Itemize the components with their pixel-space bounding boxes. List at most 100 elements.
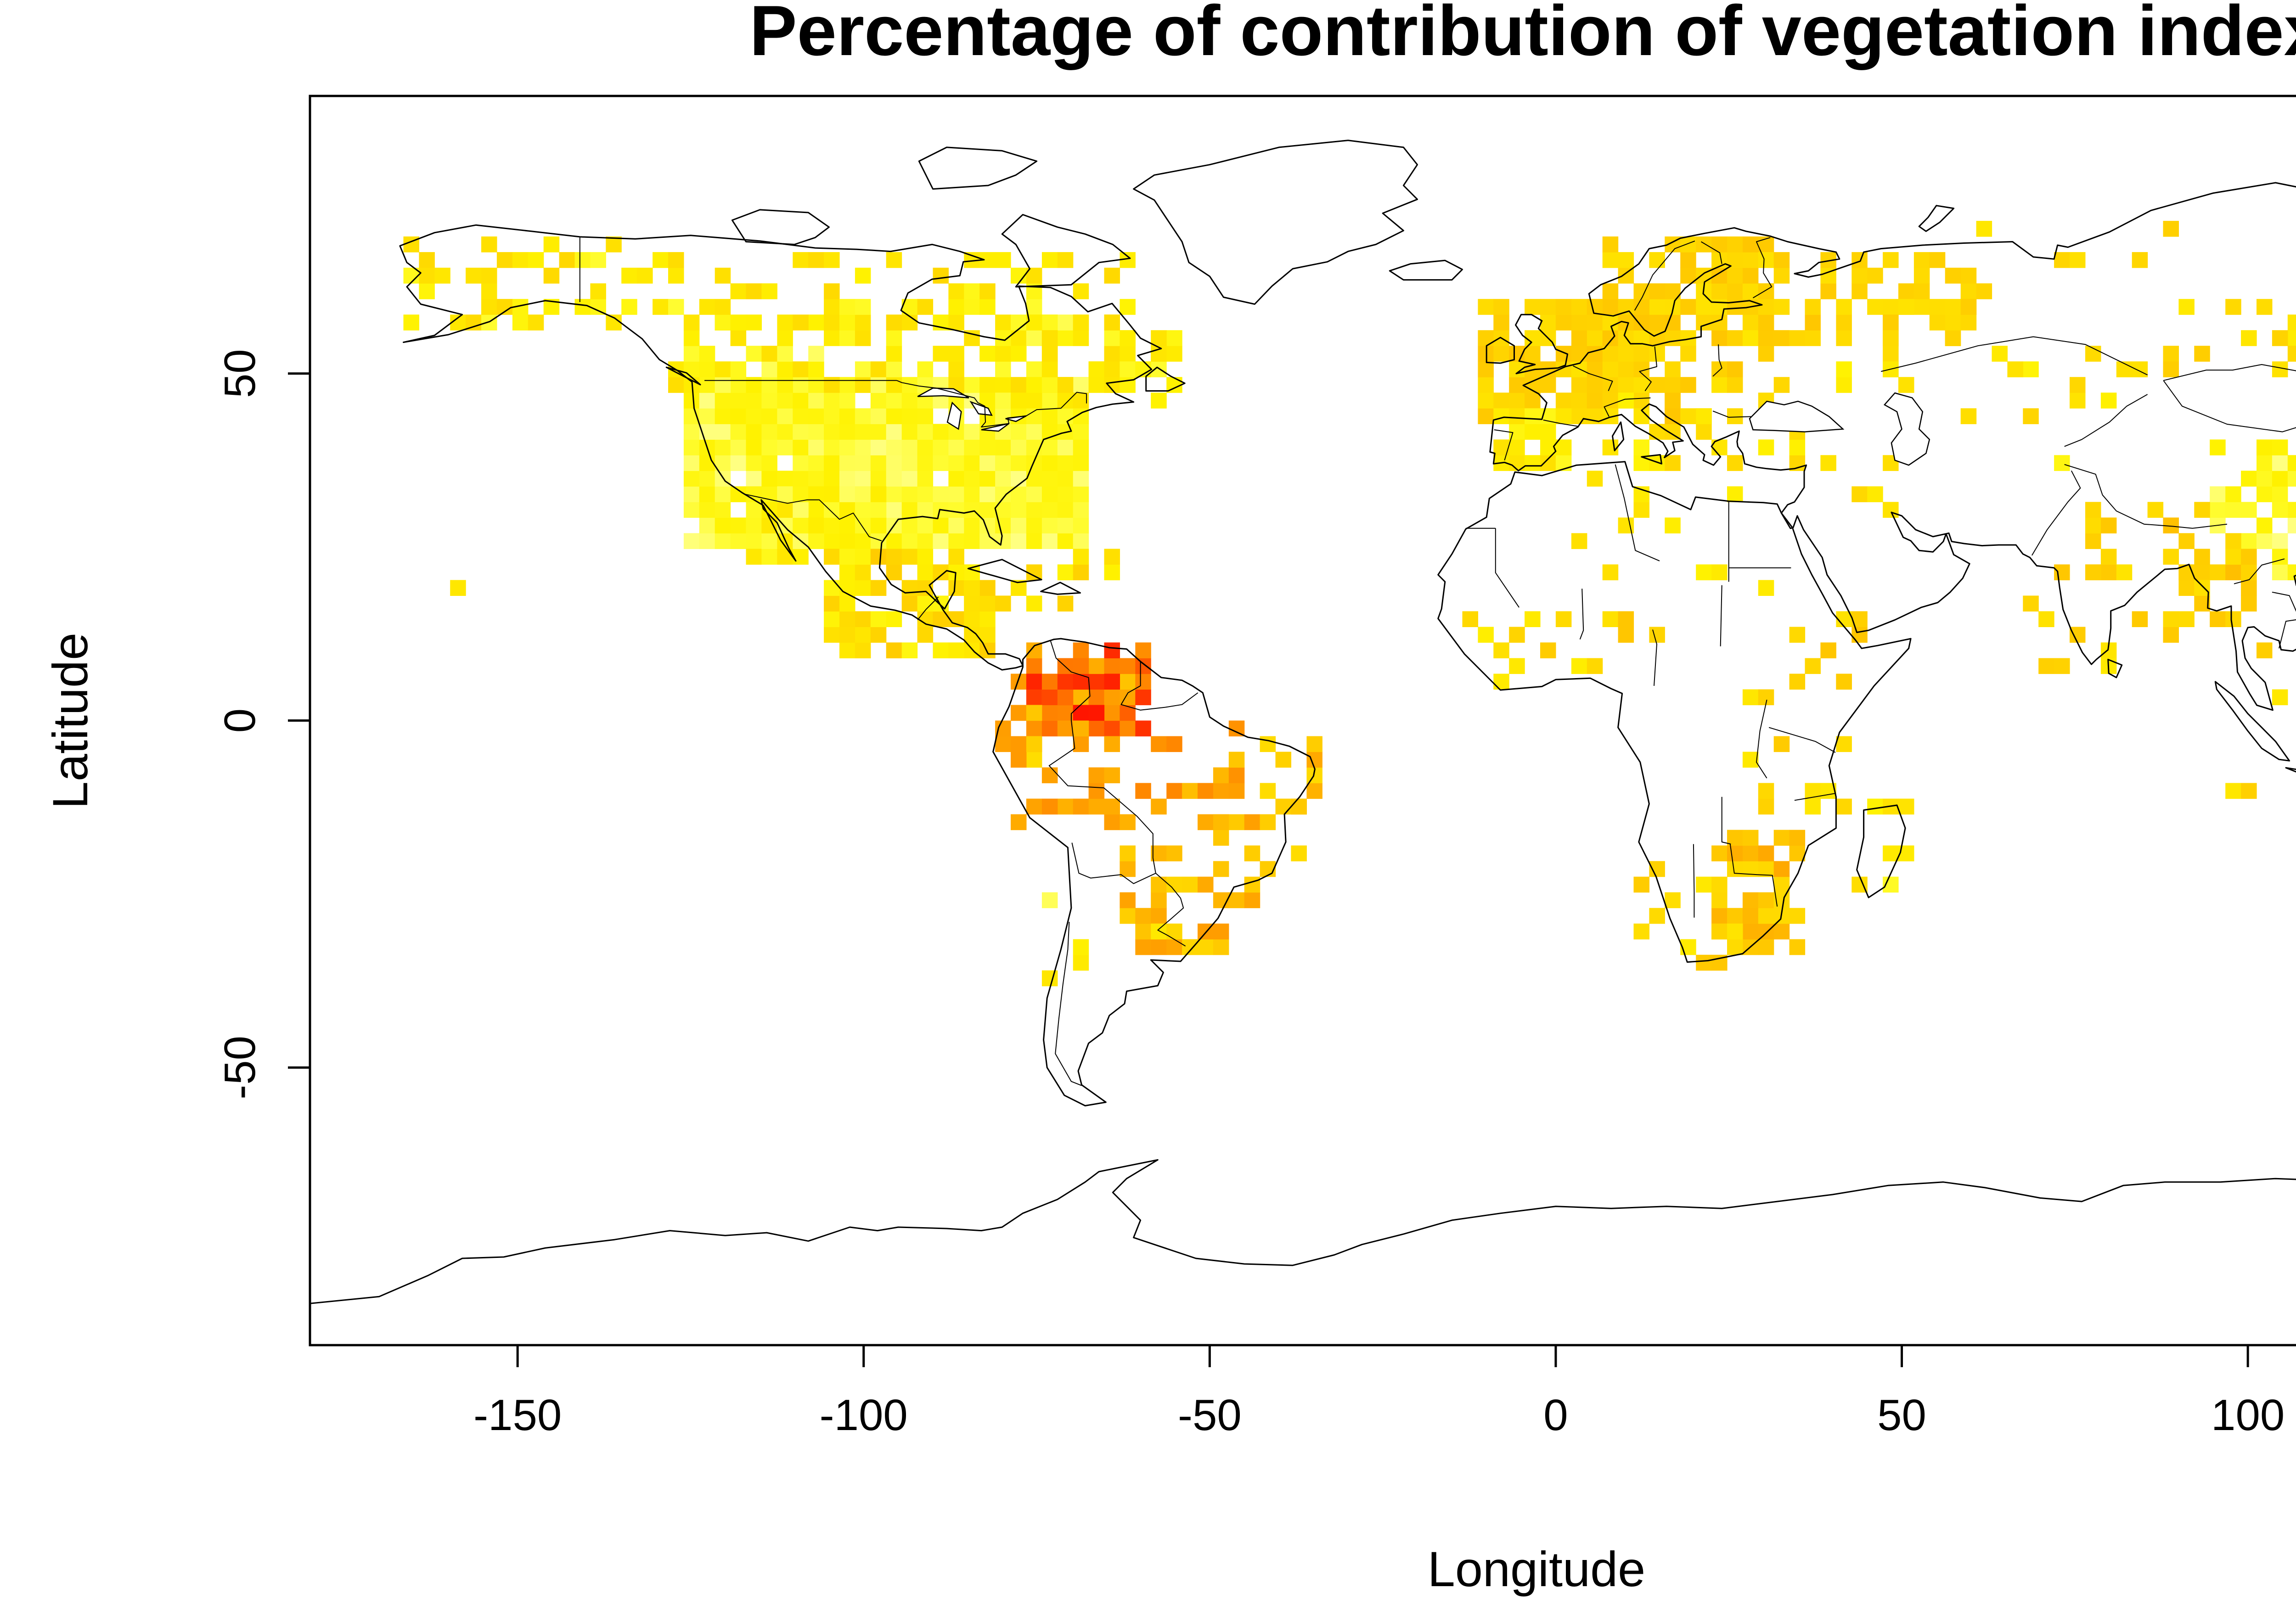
heat-cell [1213, 861, 1229, 877]
heat-cell [1120, 658, 1136, 674]
heat-cell [808, 517, 824, 533]
heat-cell [699, 502, 715, 518]
heat-cell [699, 346, 715, 362]
heat-cell [1742, 923, 1759, 940]
coastline [665, 366, 701, 386]
heat-cell [1525, 408, 1541, 424]
heat-cell [1727, 923, 1743, 940]
heat-cell [948, 502, 964, 518]
heat-cell [855, 361, 871, 377]
heat-cell [839, 533, 855, 549]
heat-cell [668, 377, 684, 393]
heat-cell [1057, 564, 1074, 580]
heat-cell [995, 377, 1011, 393]
heat-cell [668, 268, 684, 284]
heat-cell [1244, 845, 1261, 862]
heat-cell [419, 252, 435, 268]
heat-cell [1680, 377, 1696, 393]
country-border [2064, 394, 2148, 447]
heat-cell [1758, 439, 1774, 455]
heat-cell [1960, 314, 1977, 331]
heat-cell [1555, 299, 1572, 315]
heat-cell [1041, 361, 1058, 377]
heat-cell [933, 424, 949, 440]
heat-cell [1244, 892, 1261, 909]
heat-cell [2241, 533, 2257, 549]
heat-cell [730, 517, 747, 533]
heat-cell [2194, 549, 2210, 565]
coastline [1145, 366, 1186, 392]
heat-cell [1525, 393, 1541, 409]
heat-cell [1260, 783, 1276, 799]
heat-cell [901, 595, 918, 612]
heat-cell [1104, 314, 1120, 331]
heat-cell [995, 595, 1011, 612]
heat-cell [1057, 595, 1074, 612]
heat-cell [1120, 814, 1136, 830]
heat-cell [1727, 908, 1743, 924]
heat-cell [1478, 627, 1494, 643]
heat-cell [1088, 705, 1105, 721]
heat-cell [1057, 252, 1074, 268]
heat-cell [761, 346, 777, 362]
heat-cell [793, 455, 809, 471]
country-border [1604, 397, 1651, 417]
heat-cell [1883, 330, 1899, 346]
heat-cell [496, 252, 513, 268]
heat-cell [948, 439, 964, 455]
heat-cell [1665, 377, 1681, 393]
heat-cell [1571, 393, 1587, 409]
country-border [917, 596, 939, 620]
heat-cell [995, 361, 1011, 377]
heat-cell [886, 330, 902, 346]
heat-cell [1182, 876, 1198, 893]
heat-cell [1727, 830, 1743, 846]
heat-cell [1120, 845, 1136, 862]
heat-cell [886, 439, 902, 455]
heat-cell [855, 408, 871, 424]
country-border [1071, 842, 1156, 884]
heat-cell [901, 408, 918, 424]
coastline [1486, 337, 1515, 364]
heat-cell [1244, 814, 1261, 830]
heat-cell [1913, 283, 1930, 299]
heat-cell [2287, 502, 2296, 518]
heat-cell [793, 424, 809, 440]
heat-cell [979, 502, 996, 518]
heat-cell [1026, 393, 1042, 409]
heat-cell [730, 424, 747, 440]
heat-cell [1041, 673, 1058, 690]
heat-cell [1088, 689, 1105, 706]
heat-cell [964, 595, 980, 612]
heat-cell [964, 439, 980, 455]
heat-cell [855, 471, 871, 487]
heat-cell [979, 580, 996, 596]
heat-cell [1509, 393, 1525, 409]
heat-cell [1727, 236, 1743, 252]
heat-cell [1742, 314, 1759, 331]
heat-cell [621, 299, 637, 315]
heat-cell [2163, 611, 2179, 627]
heat-cell [1026, 752, 1042, 768]
heat-cell [964, 455, 980, 471]
heat-cell [1057, 408, 1074, 424]
heat-cell [917, 439, 934, 455]
heat-cell [1198, 814, 1214, 830]
heat-cell [1120, 299, 1136, 315]
heat-cell [777, 439, 793, 455]
heat-cell [2100, 564, 2117, 580]
heat-cell [1213, 767, 1229, 784]
y-axis-tick-label: 0 [215, 708, 264, 733]
heat-cell [1696, 314, 1712, 331]
heat-cell [1602, 299, 1619, 315]
heat-cell [1898, 283, 1914, 299]
heat-cell [481, 268, 497, 284]
heat-cell [1104, 330, 1120, 346]
heat-cell [1041, 252, 1058, 268]
heat-cell [1618, 268, 1634, 284]
heat-cell [1166, 783, 1182, 799]
heat-cell [746, 517, 762, 533]
heat-cell [715, 424, 731, 440]
heat-cell [979, 439, 996, 455]
coastline [1437, 461, 1912, 963]
